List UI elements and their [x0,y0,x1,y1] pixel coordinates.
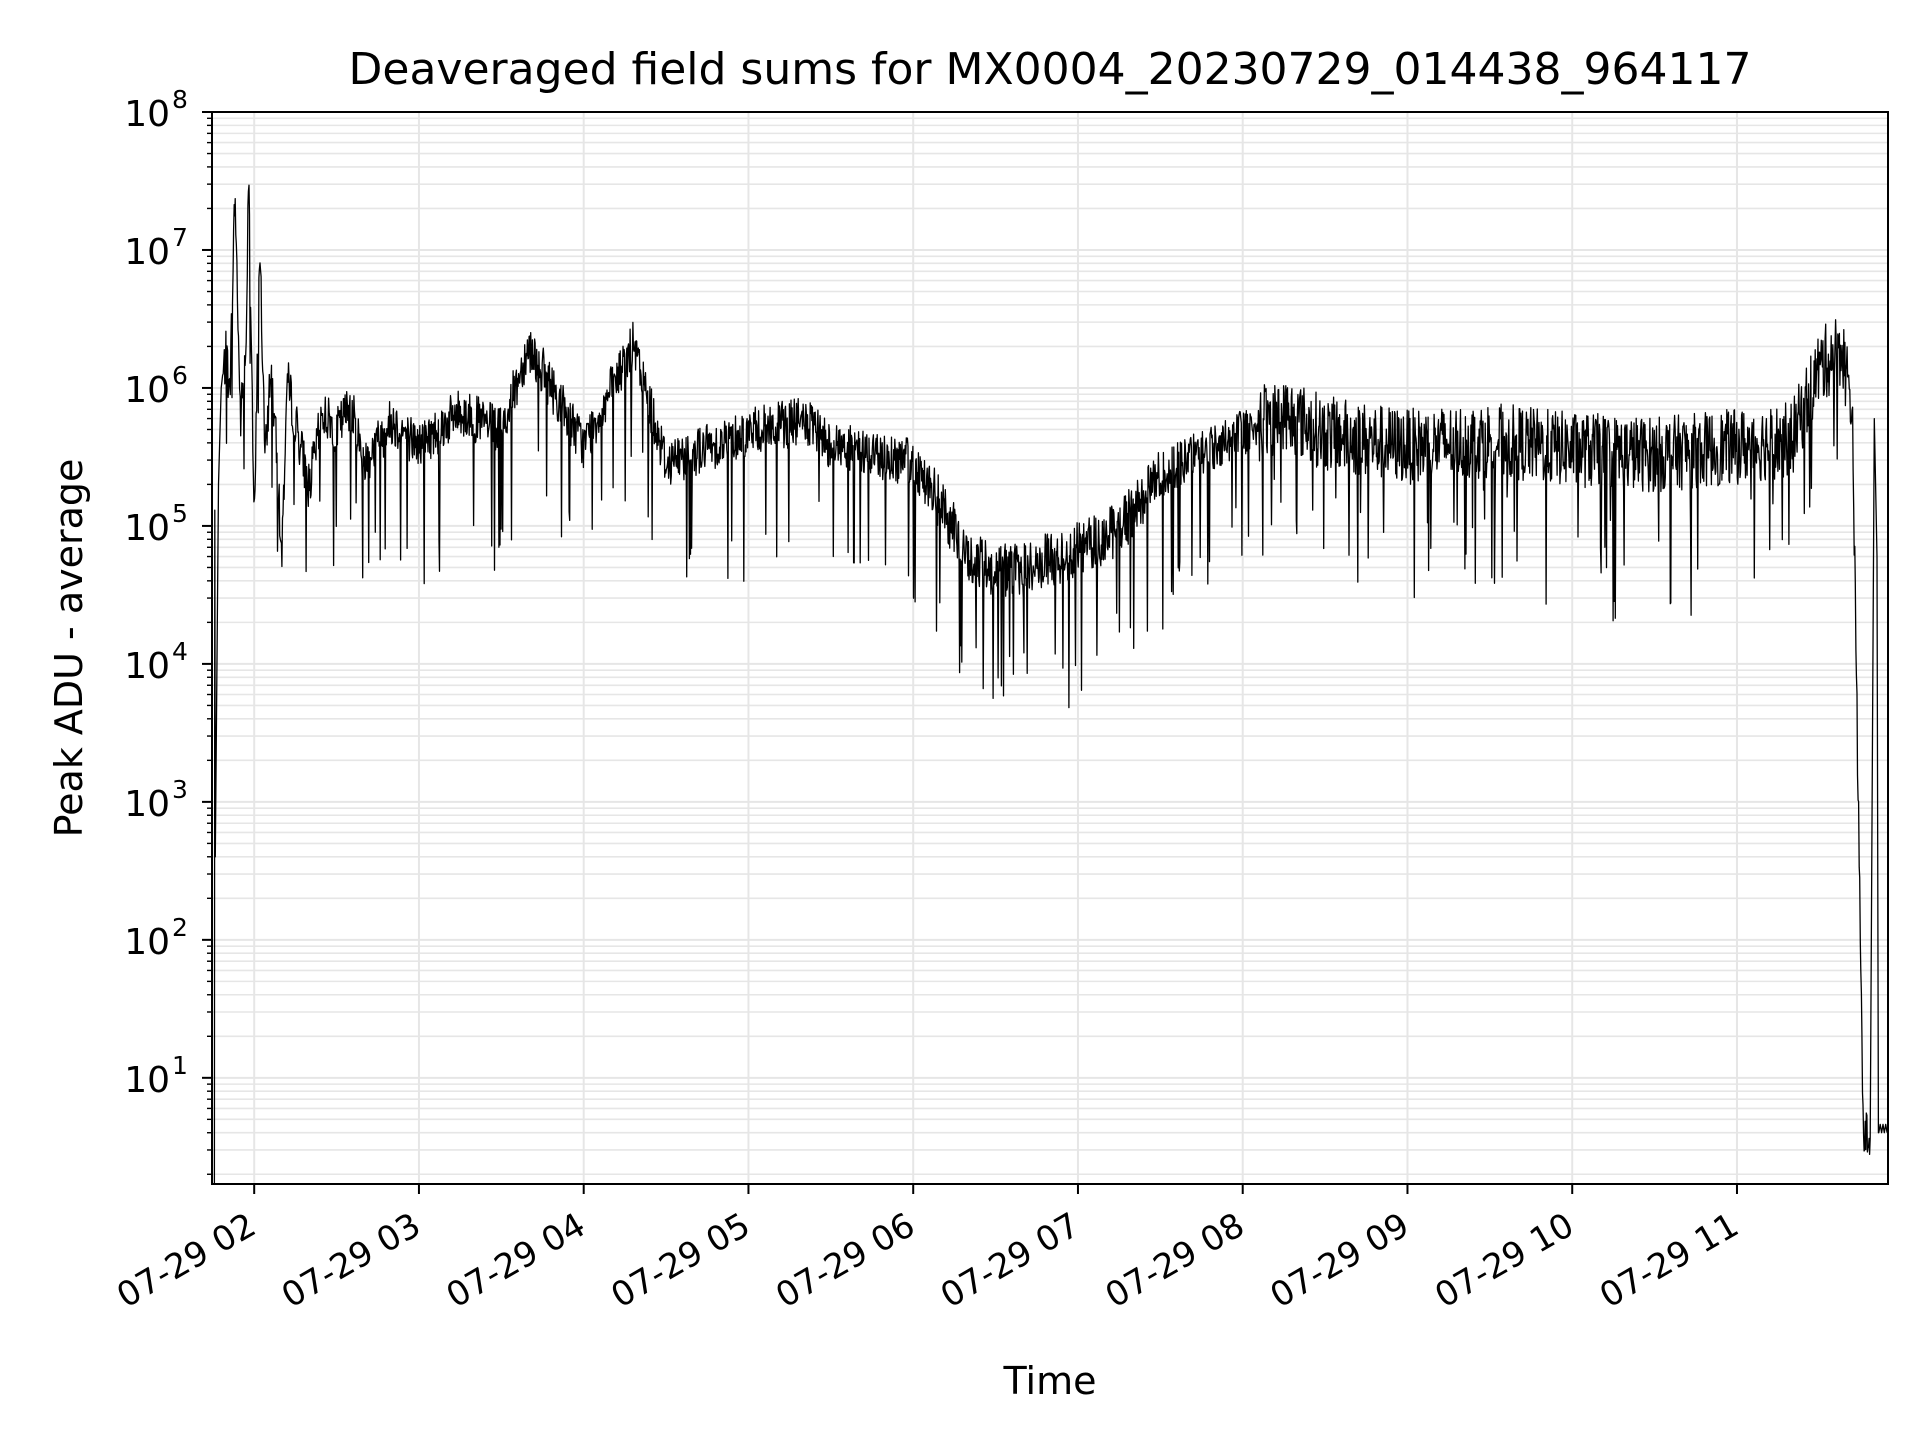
y-tick-exponent: 6 [172,361,188,390]
y-tick-label: 10 6 [124,361,188,411]
y-tick-base: 10 [124,784,170,825]
y-tick-exponent: 1 [172,1051,188,1080]
x-axis-label: Time [1003,1359,1097,1403]
chart-title: Deaveraged field sums for MX0004_2023072… [349,44,1752,95]
y-tick-exponent: 5 [172,499,188,528]
plot-frame [211,111,1889,1185]
y-tick-label: 10 8 [124,85,188,135]
y-tick-label: 10 5 [124,499,188,549]
data-series [212,184,1888,1184]
y-tick-exponent: 7 [172,223,188,252]
y-tick-base: 10 [124,94,170,135]
y-tick-label: 10 2 [124,913,188,963]
y-tick-base: 10 [124,232,170,273]
y-tick-label: 10 4 [124,637,188,687]
y-tick-label: 10 1 [124,1051,188,1101]
y-tick-base: 10 [124,370,170,411]
y-tick-exponent: 2 [172,913,188,942]
series-line [212,184,1888,1184]
y-tick-label: 10 3 [124,775,188,825]
y-tick-base: 10 [124,646,170,687]
grid [212,111,1888,1184]
y-tick-exponent: 8 [172,85,188,114]
y-tick-base: 10 [124,922,170,963]
y-tick-exponent: 3 [172,775,188,804]
y-tick-base: 10 [124,508,170,549]
y-tick-exponent: 4 [172,637,188,666]
y-axis-label: Peak ADU - average [47,459,91,838]
y-tick-label: 10 7 [124,223,188,273]
y-tick-base: 10 [124,1060,170,1101]
